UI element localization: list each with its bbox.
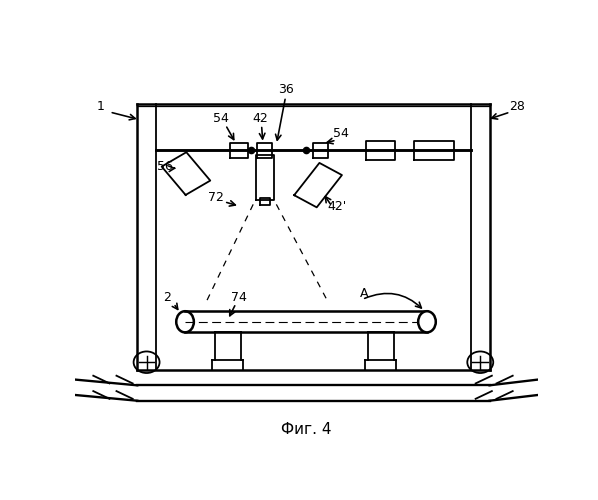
Text: 54: 54 <box>333 127 349 140</box>
Text: 72: 72 <box>208 190 224 203</box>
Text: Фиг. 4: Фиг. 4 <box>281 422 332 437</box>
Text: 74: 74 <box>231 290 247 304</box>
Text: 42: 42 <box>252 112 268 124</box>
Text: 54: 54 <box>213 112 228 124</box>
Text: 28: 28 <box>509 100 525 113</box>
Text: 42': 42' <box>327 200 346 213</box>
Text: 56: 56 <box>157 160 173 172</box>
Text: 1: 1 <box>96 100 104 113</box>
Text: 2: 2 <box>163 290 172 304</box>
Ellipse shape <box>418 311 436 332</box>
Text: 36: 36 <box>277 82 294 96</box>
Text: A: A <box>360 287 368 300</box>
